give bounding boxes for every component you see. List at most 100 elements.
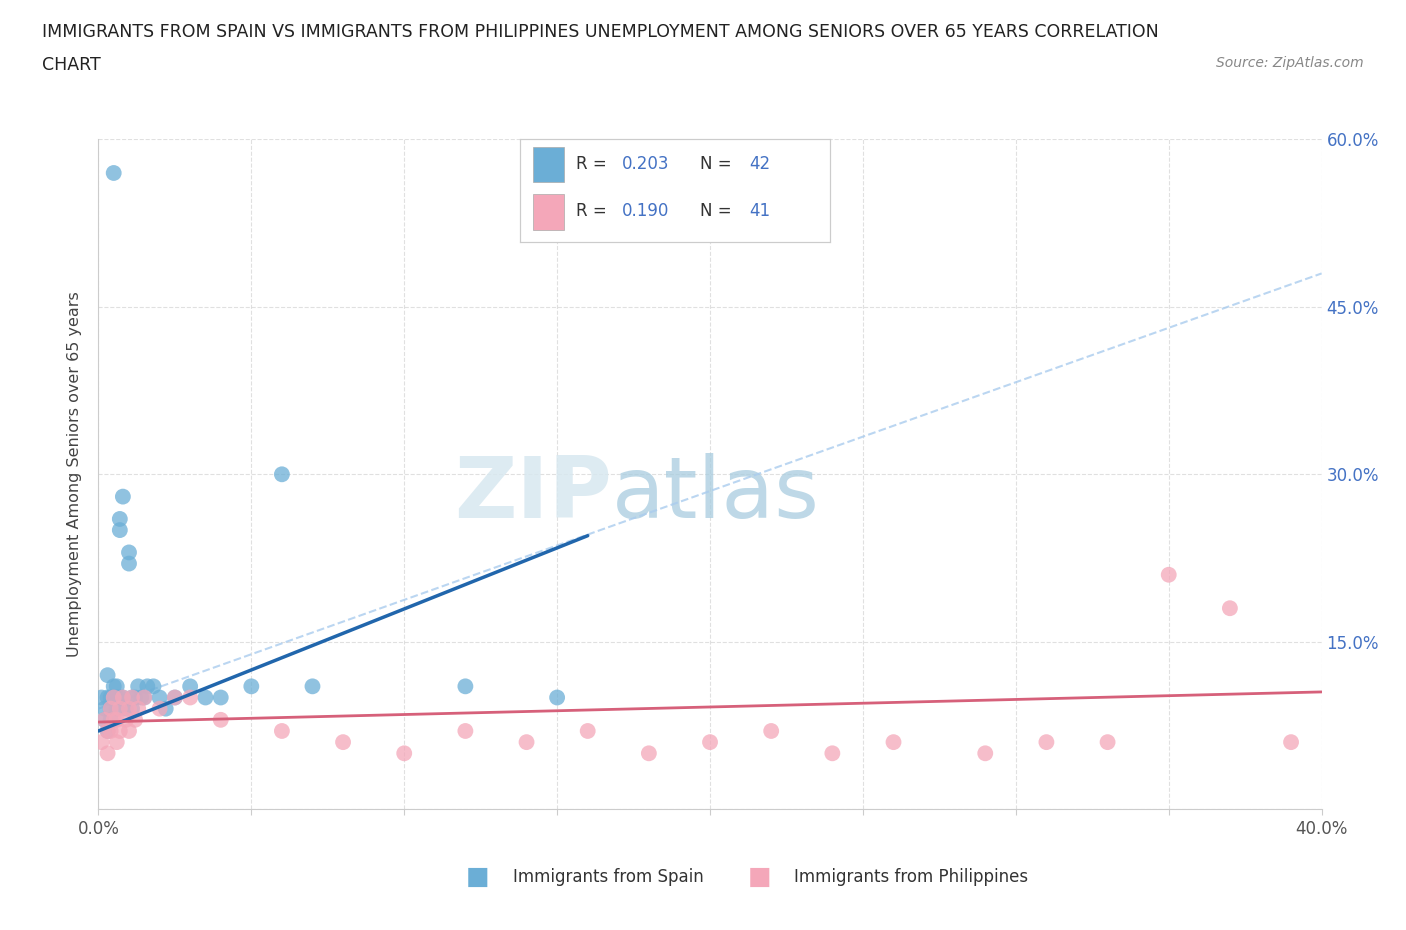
Text: N =: N = [700, 202, 737, 220]
Point [118, 701, 141, 716]
Point [134, 690, 156, 705]
Point [90, 735, 112, 750]
Point [821, 746, 844, 761]
Point [108, 724, 131, 738]
Point [115, 701, 138, 716]
Text: atlas: atlas [612, 453, 820, 536]
Point [90, 690, 112, 705]
Point [118, 545, 141, 560]
Text: ZIP: ZIP [454, 453, 612, 536]
Point [209, 690, 232, 705]
Point [454, 679, 477, 694]
Point [105, 690, 128, 705]
Point [546, 690, 568, 705]
Point [100, 712, 122, 727]
Point [108, 512, 131, 526]
Point [100, 690, 122, 705]
Text: ■: ■ [748, 865, 770, 889]
Text: Immigrants from Philippines: Immigrants from Philippines [794, 868, 1029, 886]
Point [392, 746, 416, 761]
Point [100, 724, 122, 738]
FancyBboxPatch shape [533, 147, 564, 182]
Point [105, 701, 128, 716]
Point [270, 467, 292, 482]
Point [974, 746, 997, 761]
Point [124, 712, 146, 727]
Point [103, 690, 125, 705]
Text: ■: ■ [467, 865, 489, 889]
Point [111, 489, 134, 504]
Point [127, 701, 149, 716]
Point [105, 712, 128, 727]
Text: IMMIGRANTS FROM SPAIN VS IMMIGRANTS FROM PHILIPPINES UNEMPLOYMENT AMONG SENIORS : IMMIGRANTS FROM SPAIN VS IMMIGRANTS FROM… [42, 23, 1159, 41]
Point [134, 690, 156, 705]
Text: R =: R = [576, 155, 612, 173]
Point [105, 735, 128, 750]
Text: 41: 41 [749, 202, 770, 220]
Point [576, 724, 599, 738]
Point [124, 690, 146, 705]
Point [93, 701, 115, 716]
Text: R =: R = [576, 202, 612, 220]
Point [103, 679, 125, 694]
Point [103, 166, 125, 180]
Point [108, 701, 131, 716]
Y-axis label: Unemployment Among Seniors over 65 years: Unemployment Among Seniors over 65 years [67, 291, 83, 658]
Point [516, 735, 538, 750]
Point [179, 679, 201, 694]
Point [115, 712, 138, 727]
Point [883, 735, 905, 750]
Point [142, 679, 165, 694]
Point [100, 701, 122, 716]
Point [118, 556, 141, 571]
Point [1097, 735, 1119, 750]
Point [209, 712, 232, 727]
Point [127, 679, 149, 694]
FancyBboxPatch shape [533, 193, 564, 230]
Point [118, 724, 141, 738]
Point [194, 690, 217, 705]
Point [332, 735, 354, 750]
Point [240, 679, 263, 694]
Point [163, 690, 186, 705]
Point [637, 746, 661, 761]
Point [155, 701, 177, 716]
Point [301, 679, 323, 694]
Point [1035, 735, 1057, 750]
Point [149, 701, 172, 716]
Point [97, 690, 120, 705]
Point [97, 746, 120, 761]
Text: Immigrants from Spain: Immigrants from Spain [513, 868, 704, 886]
Point [1157, 567, 1180, 582]
Point [149, 690, 172, 705]
Point [136, 679, 159, 694]
Point [97, 724, 120, 738]
Text: N =: N = [700, 155, 737, 173]
Point [103, 690, 125, 705]
Point [108, 690, 131, 705]
Point [121, 701, 143, 716]
Point [111, 690, 134, 705]
Point [108, 523, 131, 538]
Point [270, 724, 292, 738]
Point [121, 690, 143, 705]
Point [129, 690, 152, 705]
Point [454, 724, 477, 738]
Point [1219, 601, 1241, 616]
Point [111, 690, 134, 705]
Point [93, 712, 115, 727]
Text: 42: 42 [749, 155, 770, 173]
Point [1279, 735, 1302, 750]
Point [97, 724, 120, 738]
Point [93, 712, 115, 727]
Point [163, 690, 186, 705]
Point [105, 679, 128, 694]
Text: 0.190: 0.190 [623, 202, 669, 220]
Text: Source: ZipAtlas.com: Source: ZipAtlas.com [1216, 56, 1364, 70]
Point [699, 735, 721, 750]
Point [179, 690, 201, 705]
Point [759, 724, 782, 738]
Text: 0.203: 0.203 [623, 155, 669, 173]
Point [121, 690, 143, 705]
Text: CHART: CHART [42, 56, 101, 73]
